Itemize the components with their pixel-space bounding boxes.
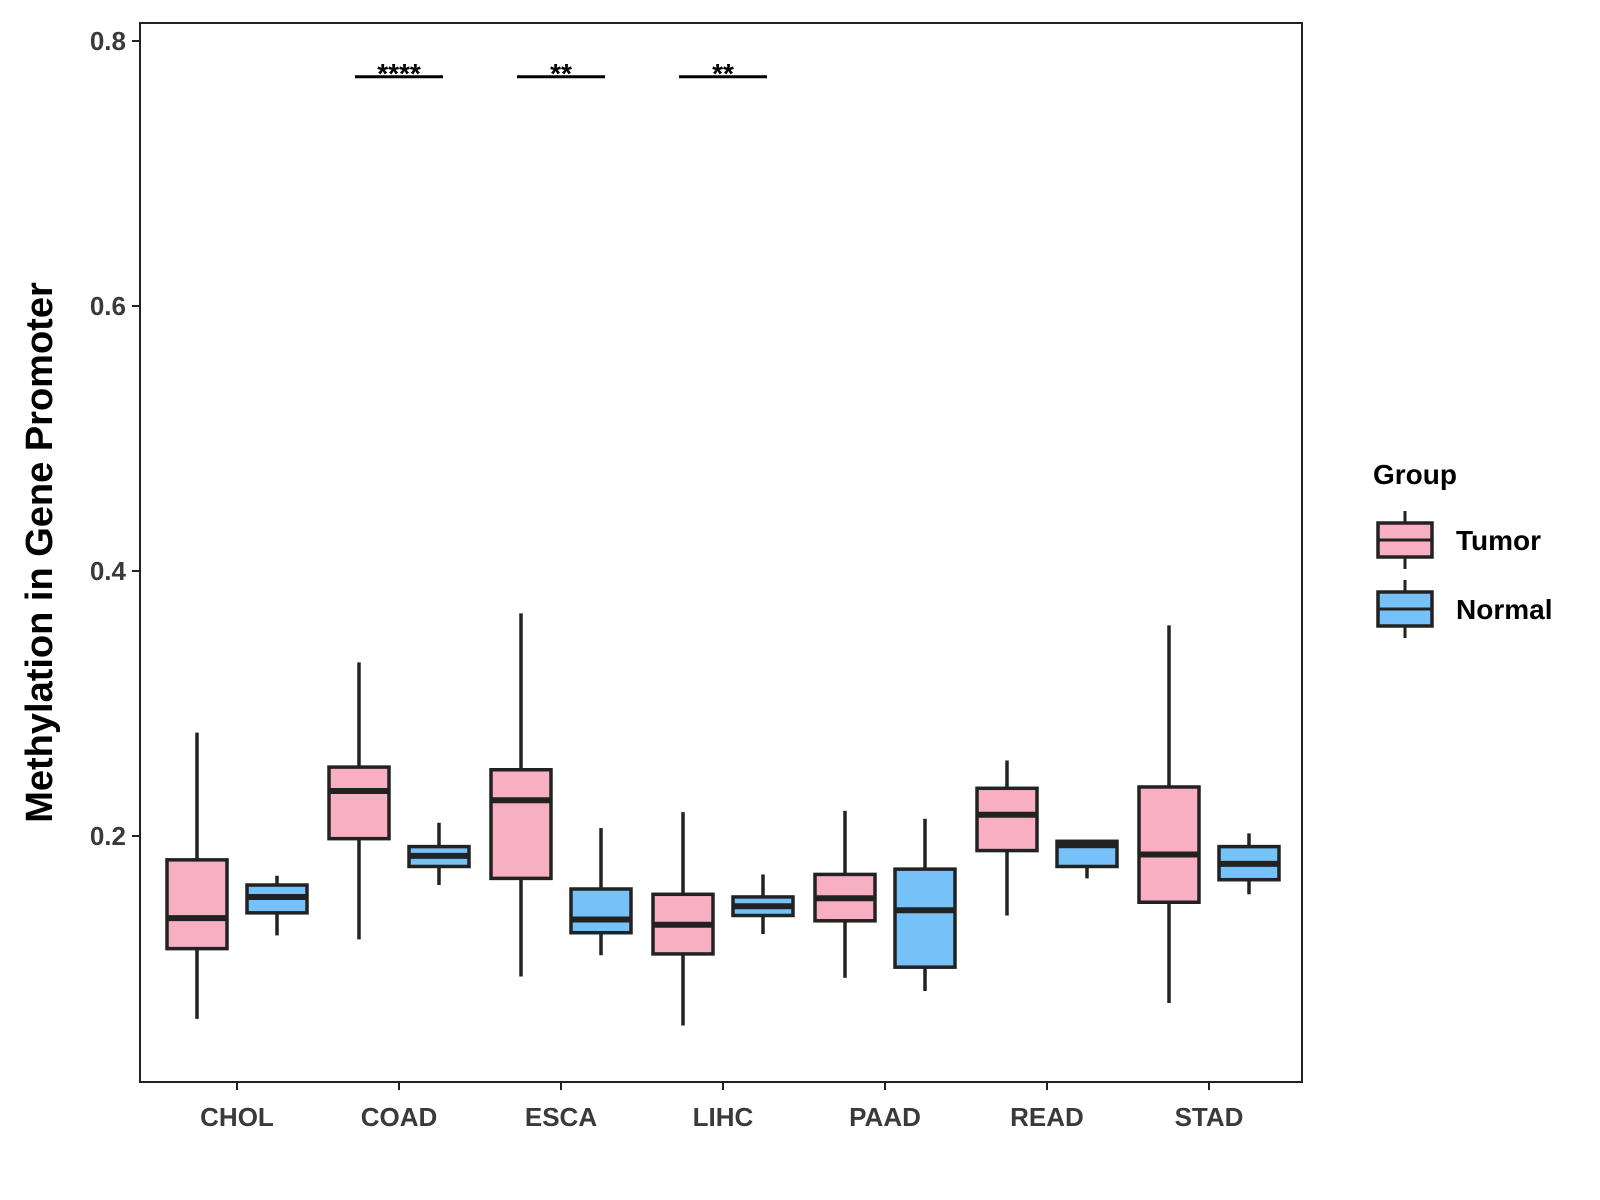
box-iqr	[327, 765, 391, 841]
box-normal-read	[1055, 839, 1119, 879]
box-tumor-paad	[813, 810, 877, 978]
box-normal-esca	[569, 828, 633, 956]
x-tick-label: LIHC	[693, 1102, 754, 1132]
y-tick-label: 0.8	[90, 26, 126, 56]
plot-area: **** ** **	[165, 58, 1281, 1026]
legend: Group Tumor Normal	[1373, 459, 1552, 638]
box-normal-coad	[407, 822, 471, 886]
significance-label: **	[712, 58, 734, 89]
box-tumor-chol	[165, 732, 229, 1019]
box-normal-paad	[893, 818, 957, 992]
y-tick-label: 0.2	[90, 821, 126, 851]
x-tick-label: READ	[1010, 1102, 1084, 1132]
plot-panel-border	[139, 22, 1303, 1083]
x-tick-label: STAD	[1175, 1102, 1244, 1132]
legend-item-tumor: Tumor	[1376, 511, 1541, 569]
box-iqr	[1137, 785, 1201, 904]
box-tumor-esca	[489, 613, 553, 977]
box-iqr	[489, 768, 553, 881]
box-tumor-coad	[327, 662, 391, 940]
x-tick-label: PAAD	[849, 1102, 921, 1132]
y-tick-label: 0.6	[90, 291, 126, 321]
y-tick-label: 0.4	[90, 556, 127, 586]
box-iqr	[975, 786, 1039, 853]
box-tumor-read	[975, 760, 1039, 916]
legend-label: Normal	[1456, 594, 1552, 625]
box-iqr	[893, 867, 957, 969]
significance-label: **	[550, 58, 572, 89]
box-iqr	[165, 858, 229, 951]
box-tumor-stad	[1137, 625, 1201, 1003]
x-tick-label: CHOL	[200, 1102, 274, 1132]
legend-title: Group	[1373, 459, 1457, 490]
box-normal-stad	[1217, 833, 1281, 895]
significance-label: ****	[377, 58, 421, 89]
y-axis-title: Methylation in Gene Promoter	[19, 282, 61, 823]
x-tick-label: COAD	[361, 1102, 438, 1132]
box-normal-lihc	[731, 874, 795, 935]
x-tick-label: ESCA	[525, 1102, 597, 1132]
axes: 0.2 0.4 0.6 0.8 CHOL COAD ESCA LIHC PAAD READ STAD…	[19, 22, 1303, 1132]
box-iqr	[569, 887, 633, 935]
box-normal-chol	[245, 875, 309, 936]
legend-label: Tumor	[1456, 525, 1541, 556]
box-tumor-lihc	[651, 812, 715, 1026]
legend-item-normal: Normal	[1376, 580, 1552, 638]
